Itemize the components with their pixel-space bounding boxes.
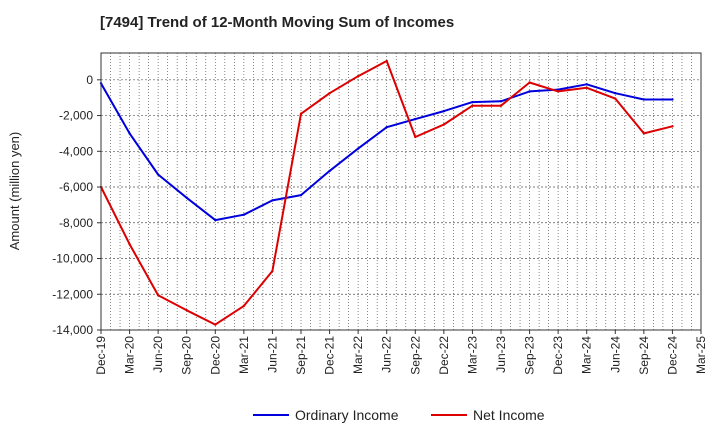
data-point-ordinary-income bbox=[214, 218, 217, 222]
x-tick-label: Dec-19 bbox=[94, 336, 108, 375]
legend: Ordinary Income Net Income bbox=[253, 407, 545, 423]
data-point-ordinary-income bbox=[271, 199, 274, 202]
x-tick-label: Sep-23 bbox=[523, 336, 537, 375]
data-point-ordinary-income bbox=[585, 83, 588, 86]
x-tick-label: Sep-20 bbox=[180, 336, 194, 375]
x-tick-label: Jun-24 bbox=[608, 336, 622, 373]
data-point-ordinary-income bbox=[499, 100, 503, 103]
data-point-ordinary-income bbox=[328, 169, 331, 173]
x-tick-label: Sep-22 bbox=[408, 336, 422, 375]
data-point-net-income bbox=[642, 132, 646, 135]
y-tick-label: -2,000 bbox=[59, 109, 93, 123]
y-axis-label: Amount (million yen) bbox=[7, 132, 22, 251]
x-tick-label: Mar-24 bbox=[580, 336, 594, 374]
plot-background bbox=[101, 53, 701, 330]
x-tick-label: Sep-24 bbox=[637, 336, 651, 375]
x-tick-label: Mar-21 bbox=[237, 336, 251, 374]
data-point-ordinary-income bbox=[356, 147, 360, 150]
x-tick-label: Dec-24 bbox=[665, 336, 679, 375]
data-point-net-income bbox=[471, 104, 474, 107]
data-point-ordinary-income bbox=[642, 98, 646, 101]
x-tick-label: Mar-22 bbox=[351, 336, 365, 374]
data-point-net-income bbox=[271, 269, 274, 273]
data-point-net-income bbox=[385, 59, 388, 63]
data-point-ordinary-income bbox=[128, 132, 131, 135]
data-point-ordinary-income bbox=[442, 109, 446, 113]
data-point-net-income bbox=[499, 104, 503, 107]
x-tick-label: Dec-21 bbox=[323, 336, 337, 375]
data-point-net-income bbox=[614, 97, 617, 100]
data-point-ordinary-income bbox=[242, 213, 246, 216]
data-point-net-income bbox=[299, 112, 303, 115]
x-tick-label: Jun-22 bbox=[380, 336, 394, 373]
series-layer bbox=[99, 59, 674, 326]
data-point-ordinary-income bbox=[156, 173, 160, 176]
data-point-ordinary-income bbox=[471, 100, 474, 104]
data-point-net-income bbox=[214, 323, 217, 326]
x-tick-labels: Dec-19 Mar-20 Jun-20 Sep-20 Dec-20 Mar-21 Jun-… bbox=[94, 330, 708, 375]
x-tick-label: Sep-21 bbox=[294, 336, 308, 375]
chart-title: [7494] Trend of 12-Month Moving Sum of I… bbox=[100, 14, 455, 31]
plot-frame bbox=[100, 52, 702, 331]
data-point-net-income bbox=[156, 293, 160, 297]
y-tick-label: -8,000 bbox=[59, 216, 93, 230]
data-point-net-income bbox=[585, 86, 588, 90]
data-point-ordinary-income bbox=[414, 117, 417, 121]
data-point-ordinary-income bbox=[299, 193, 303, 197]
data-point-net-income bbox=[442, 123, 446, 126]
data-point-ordinary-income bbox=[385, 125, 388, 129]
x-tick-label: Mar-23 bbox=[465, 336, 479, 374]
y-tick-label: -10,000 bbox=[52, 252, 93, 266]
data-point-net-income bbox=[528, 81, 531, 84]
x-tick-label: Jun-23 bbox=[494, 336, 508, 373]
data-point-net-income bbox=[414, 135, 417, 139]
y-tick-label: -4,000 bbox=[59, 144, 93, 158]
grid-lines bbox=[101, 53, 701, 331]
data-point-net-income bbox=[128, 243, 131, 246]
data-point-ordinary-income bbox=[185, 196, 188, 199]
x-tick-label: Jun-21 bbox=[265, 336, 279, 373]
data-point-net-income bbox=[185, 309, 188, 312]
data-point-net-income bbox=[356, 75, 360, 78]
data-point-ordinary-income bbox=[614, 92, 617, 95]
x-tick-label: Dec-22 bbox=[437, 336, 451, 375]
x-tick-label: Mar-20 bbox=[123, 336, 137, 374]
x-tick-label: Mar-25 bbox=[694, 336, 708, 374]
y-tick-label: -12,000 bbox=[52, 287, 93, 301]
x-tick-label: Dec-23 bbox=[551, 336, 565, 375]
y-tick-label: -6,000 bbox=[59, 180, 93, 194]
data-point-net-income bbox=[328, 92, 331, 95]
legend-label-ordinary-income: Ordinary Income bbox=[295, 407, 399, 423]
x-tick-label: Jun-20 bbox=[151, 336, 165, 373]
data-point-ordinary-income bbox=[671, 98, 674, 101]
legend-label-net-income: Net Income bbox=[473, 407, 545, 423]
y-tick-label: 0 bbox=[86, 73, 93, 87]
x-tick-label: Dec-20 bbox=[208, 336, 222, 375]
y-tick-label: -14,000 bbox=[52, 323, 93, 337]
data-point-ordinary-income bbox=[528, 90, 531, 93]
data-point-net-income bbox=[556, 90, 560, 93]
y-tick-labels: 0 -2,000 -4,000 -6,000 -8,000 -10,000 -12,000 -… bbox=[52, 73, 101, 337]
data-point-net-income bbox=[242, 304, 246, 308]
data-point-net-income bbox=[671, 125, 674, 128]
